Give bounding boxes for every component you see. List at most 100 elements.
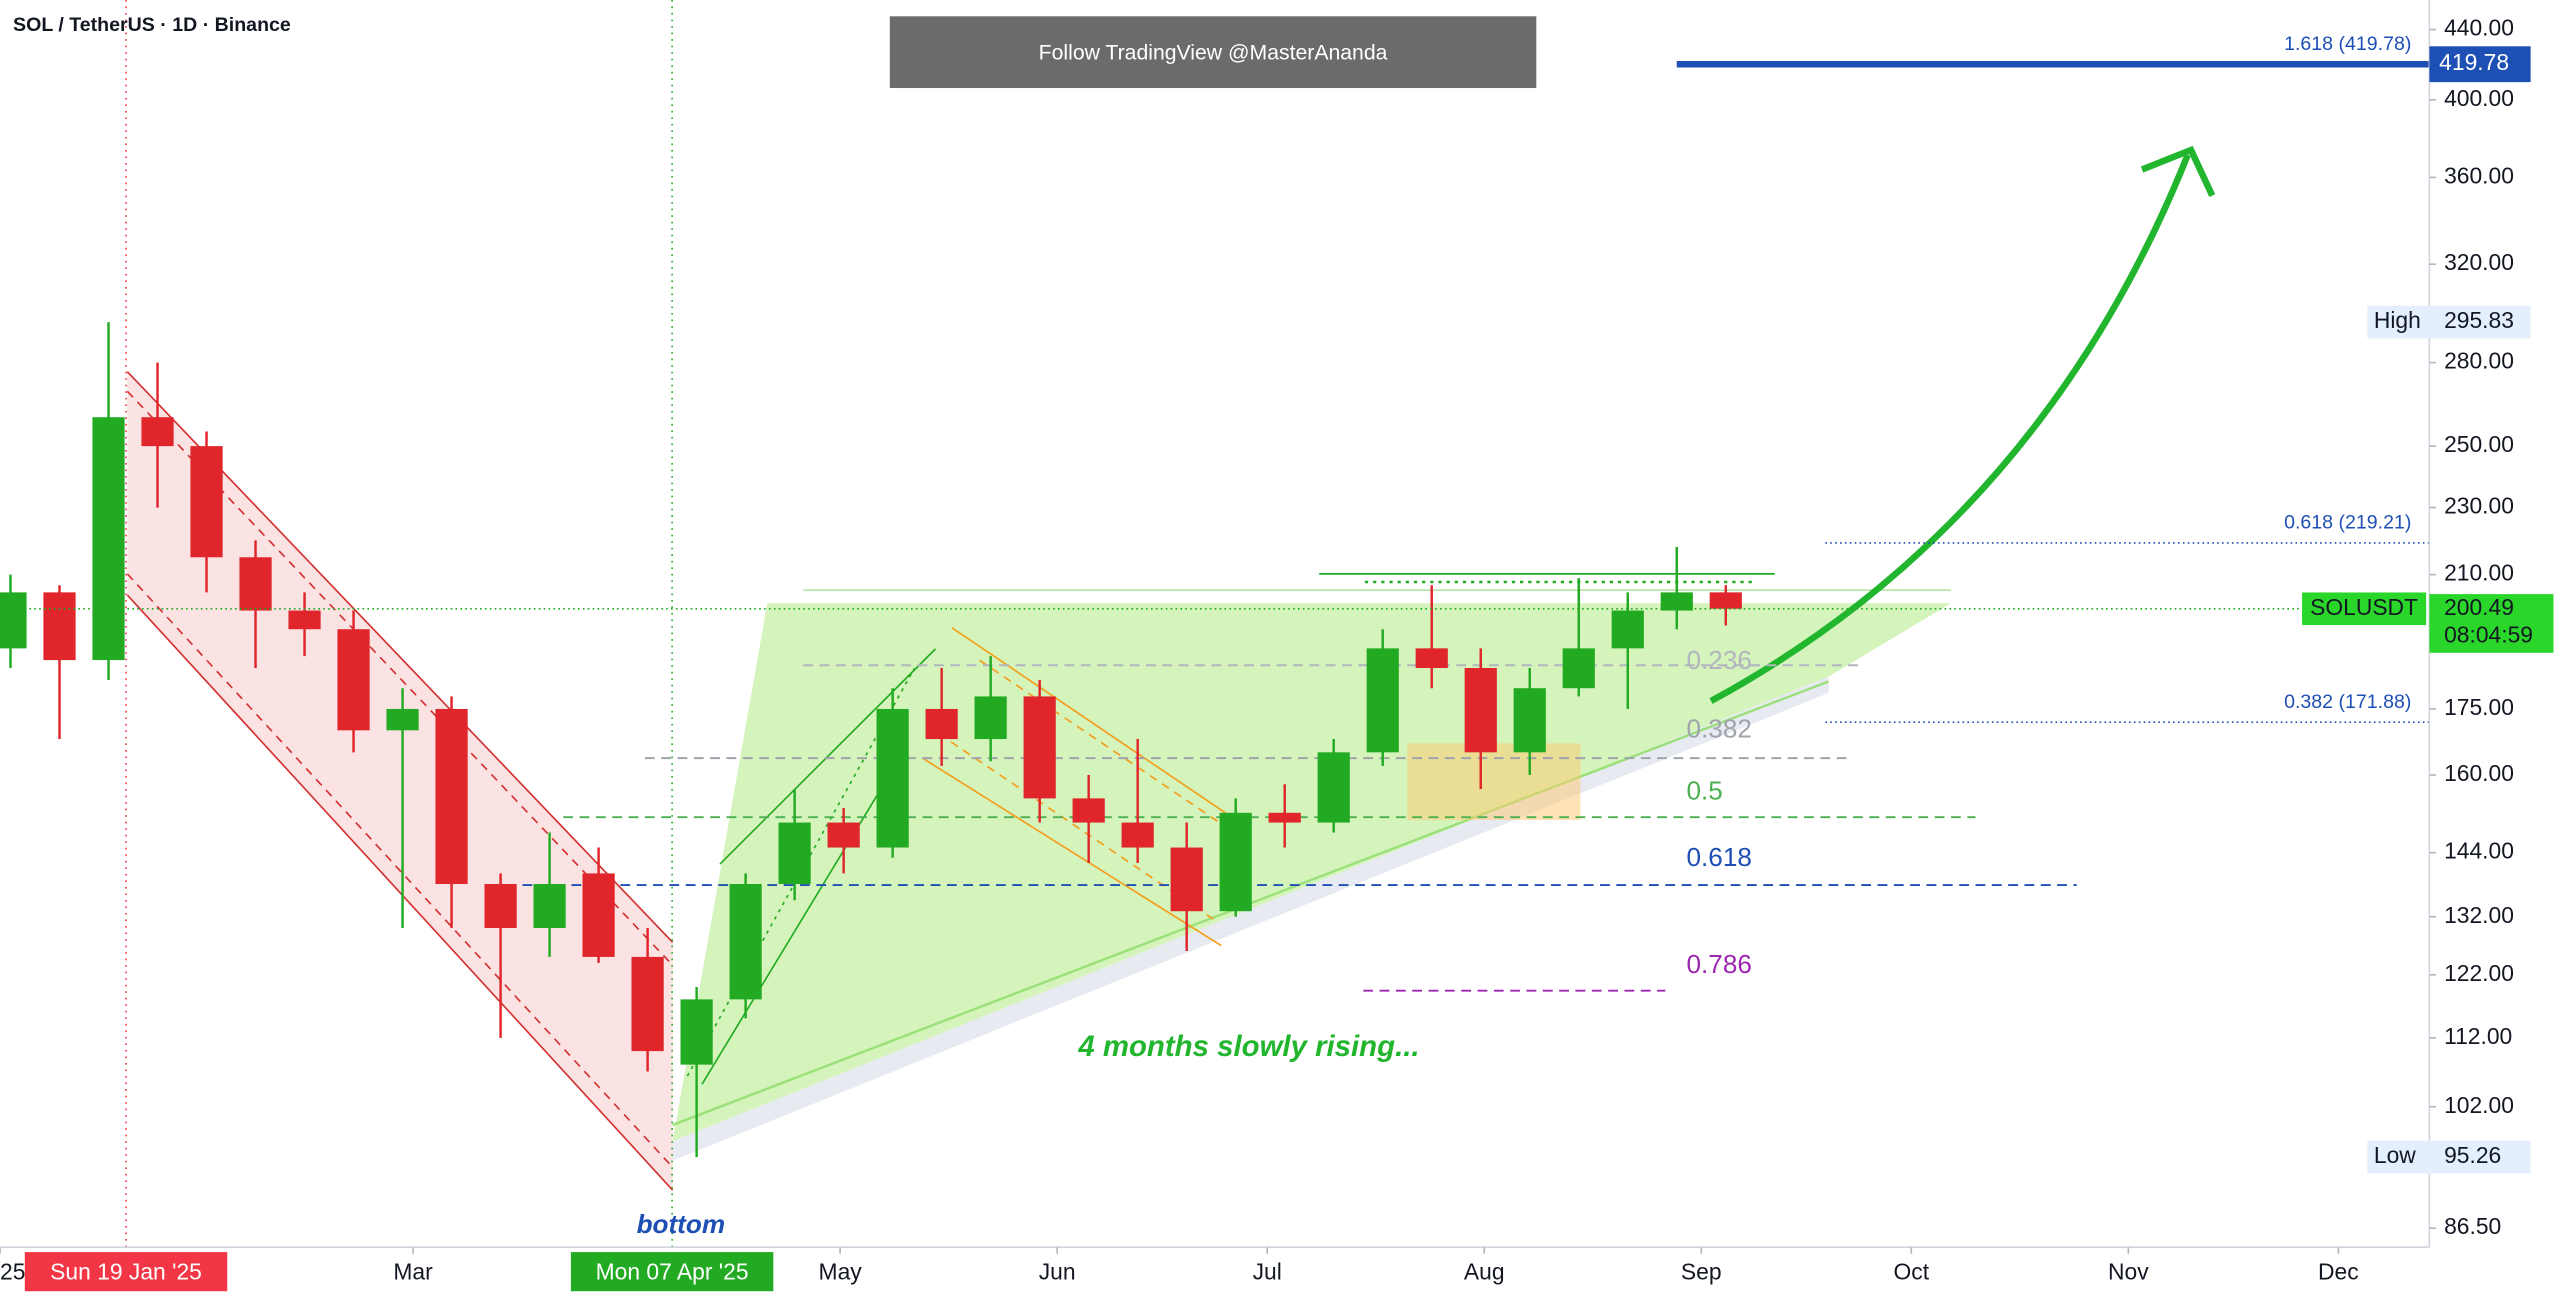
candle-body — [190, 446, 223, 558]
y-tick-label: 400.00 — [2444, 85, 2514, 111]
banner-text: Follow TradingView @MasterAnanda — [1039, 41, 1388, 64]
symbol-title: SOL / TetherUS · 1D · Binance — [13, 14, 291, 36]
candle-body — [239, 557, 272, 611]
high-tag-box — [2367, 305, 2531, 339]
candle-body — [533, 884, 566, 929]
y-tick-label: 230.00 — [2444, 493, 2514, 519]
flag-line — [951, 627, 1242, 824]
y-tick-label: 112.00 — [2444, 1023, 2512, 1049]
candle-body — [778, 822, 811, 885]
high-value: 295.83 — [2444, 307, 2514, 333]
crosshair-box — [570, 1252, 774, 1292]
bottom-note: bottom — [637, 1209, 725, 1239]
candle-body — [1611, 610, 1644, 649]
candle-body — [288, 610, 321, 630]
crosshair-label: Mon 07 Apr '25 — [596, 1258, 749, 1284]
fib-extension-label: 0.382 (171.88) — [2284, 691, 2411, 713]
flag-line — [938, 732, 1217, 922]
candle-body — [43, 592, 76, 661]
fib-level-label: 0.5 — [1687, 776, 1723, 806]
candle-body — [729, 884, 762, 1000]
high-label: High — [2374, 307, 2421, 333]
y-tick-label: 175.00 — [2444, 694, 2514, 720]
y-tick-label: 210.00 — [2444, 560, 2514, 586]
candle-body — [141, 417, 174, 447]
candle-body — [1415, 648, 1448, 669]
last-price: 200.49 — [2444, 594, 2514, 620]
low-tag-box — [2367, 1140, 2531, 1174]
axes: 440.00 400.00 360.00 320.00 280.00 250.00 230.… — [0, 15, 2554, 1292]
flag-line — [979, 659, 1234, 833]
channel-line — [126, 573, 674, 1168]
last-price-box — [2429, 594, 2554, 653]
price-tag-box — [2429, 46, 2531, 83]
x-tick-label: Dec — [2318, 1258, 2359, 1284]
fib-level-label: 0.236 — [1687, 645, 1752, 675]
y-tick-label: 250.00 — [2444, 431, 2514, 457]
fib-level-label: 0.618 — [1687, 842, 1752, 872]
symbol-tag: SOLUSDT — [2310, 594, 2418, 620]
y-tick-label: 320.00 — [2444, 249, 2514, 275]
up-channel-line — [701, 765, 896, 1085]
low-value: 95.26 — [2444, 1142, 2501, 1168]
candle-body — [1366, 648, 1399, 753]
flag-line — [922, 757, 1222, 947]
y-tick-label: 160.00 — [2444, 760, 2514, 786]
y-tick-label: 360.00 — [2444, 162, 2514, 188]
x-tick-label: Oct — [1894, 1258, 1930, 1284]
price-tag: 419.78 — [2439, 49, 2509, 75]
symbol-tag-box — [2302, 592, 2427, 626]
candle-body — [1660, 592, 1693, 611]
demand-box — [1407, 743, 1581, 821]
candle-body — [1023, 696, 1056, 799]
target-arrow — [1709, 153, 2191, 704]
candle-body — [435, 708, 468, 885]
candle-body — [582, 873, 615, 957]
countdown: 08:04:59 — [2444, 622, 2533, 648]
x-tick-label: 25 — [0, 1258, 25, 1284]
y-tick-label: 122.00 — [2444, 960, 2514, 986]
candle-body — [827, 822, 860, 848]
x-tick-label: Mar — [393, 1258, 433, 1284]
candle-body — [1562, 648, 1595, 689]
fib-level-label: 0.382 — [1687, 713, 1752, 743]
candle-body — [484, 884, 517, 929]
candle-body — [386, 708, 419, 731]
candle-body — [1121, 822, 1154, 848]
crosshair-box — [24, 1252, 228, 1292]
banner — [889, 16, 1537, 89]
x-tick-label: May — [819, 1258, 863, 1284]
candle-body — [1513, 688, 1546, 753]
low-label: Low — [2374, 1142, 2416, 1168]
arrow-head — [2140, 145, 2216, 198]
candle-body — [92, 417, 125, 661]
y-tick-label: 440.00 — [2444, 15, 2514, 41]
x-tick-label: Nov — [2108, 1258, 2149, 1284]
y-tick-label: 144.00 — [2444, 838, 2514, 864]
x-tick-label: Aug — [1464, 1258, 1505, 1284]
candle-body — [876, 708, 909, 848]
candle-body — [1709, 592, 1742, 609]
candle-body — [1464, 668, 1497, 753]
y-tick-label: 102.00 — [2444, 1092, 2514, 1118]
candle-body — [925, 708, 958, 740]
y-tick-label: 132.00 — [2444, 902, 2514, 928]
channel-line — [126, 594, 674, 1191]
candle-body — [1170, 847, 1203, 912]
x-tick-label: Jun — [1039, 1258, 1076, 1284]
candle-body — [680, 999, 713, 1065]
candle-body — [0, 592, 27, 649]
candle-body — [631, 956, 664, 1052]
candle-body — [1219, 812, 1252, 912]
candle-body — [337, 629, 370, 731]
fib-extension-label: 1.618 (419.78) — [2284, 33, 2411, 55]
candle-body — [974, 696, 1007, 740]
fib-level-label: 0.786 — [1687, 949, 1752, 979]
candle-body — [1268, 812, 1301, 823]
x-tick-label: Jul — [1253, 1258, 1282, 1284]
marks: 0.236 0.382 0.5 0.618 0.786 1.618 (419.78) 0.6… — [0, 0, 2430, 1248]
y-tick-label: 280.00 — [2444, 348, 2514, 374]
candle-body — [1317, 752, 1350, 823]
